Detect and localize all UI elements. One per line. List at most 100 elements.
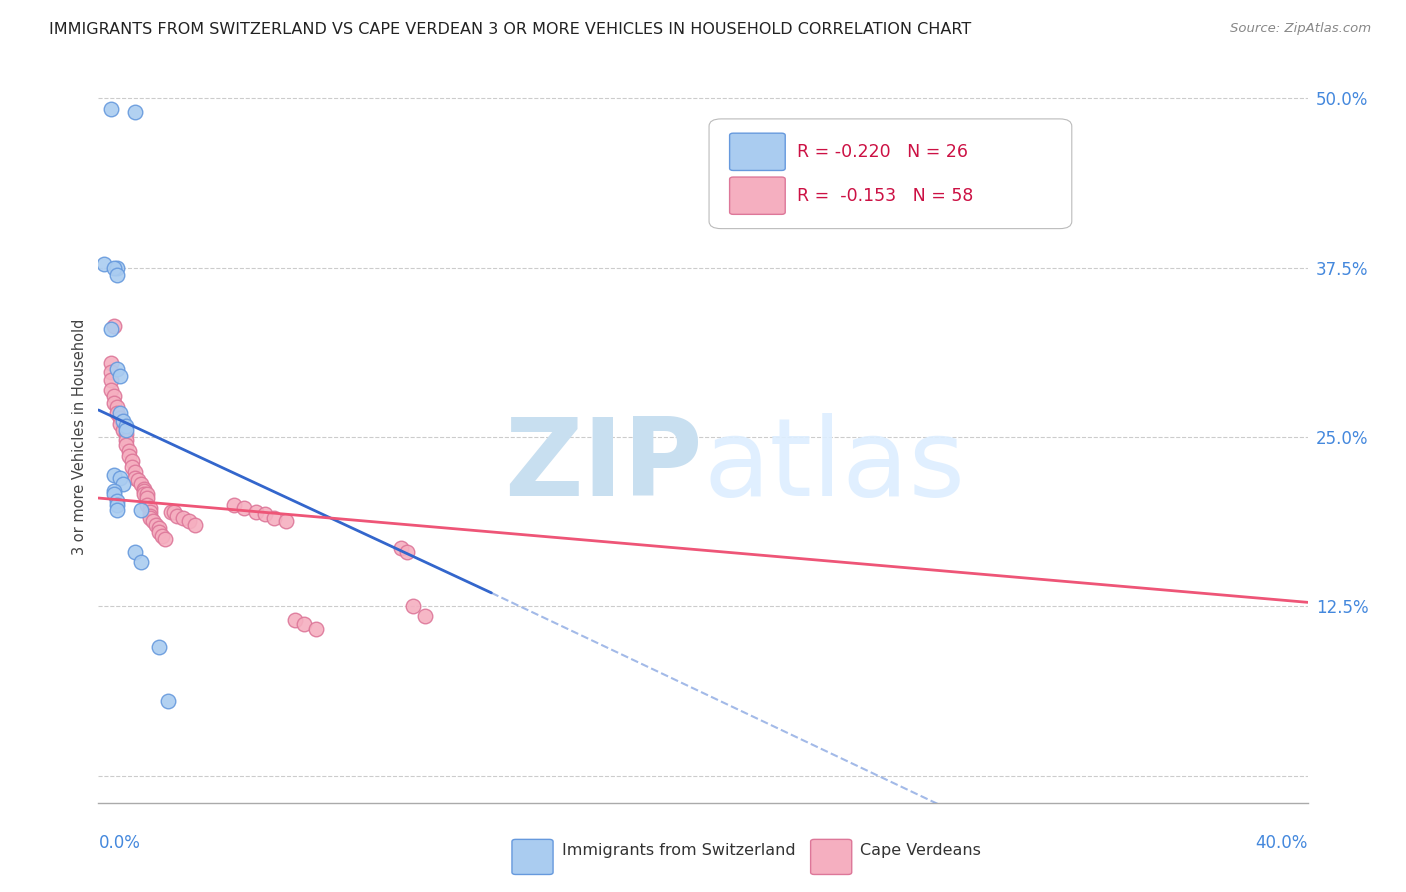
Point <box>100 373 122 387</box>
Point <box>105 493 128 508</box>
Point <box>114 423 136 437</box>
Point <box>124 545 146 559</box>
Point <box>160 505 183 519</box>
Point <box>108 417 131 431</box>
Point <box>132 484 155 499</box>
Point <box>253 508 276 522</box>
Point <box>245 505 267 519</box>
Point <box>127 474 149 488</box>
Text: atlas: atlas <box>703 413 965 519</box>
Point <box>135 491 157 505</box>
Point <box>395 545 418 559</box>
Point <box>114 433 136 447</box>
FancyBboxPatch shape <box>730 133 785 170</box>
Point <box>263 511 285 525</box>
Point <box>139 508 162 523</box>
Point <box>224 498 246 512</box>
FancyBboxPatch shape <box>709 119 1071 228</box>
Point <box>103 396 125 410</box>
Point <box>100 383 122 397</box>
Point <box>148 640 170 654</box>
Point <box>284 613 307 627</box>
Text: ZIP: ZIP <box>505 413 703 519</box>
Point <box>108 471 131 485</box>
Point <box>114 438 136 452</box>
Point <box>108 406 131 420</box>
Point <box>121 454 143 468</box>
Point <box>103 468 125 483</box>
Point <box>105 503 128 517</box>
Point <box>124 471 146 485</box>
Point <box>124 105 146 120</box>
Point <box>105 362 128 376</box>
Point <box>139 505 162 519</box>
Point <box>118 443 141 458</box>
FancyBboxPatch shape <box>730 177 785 214</box>
Point <box>413 608 436 623</box>
Point <box>150 529 173 543</box>
Text: R =  -0.153   N = 58: R = -0.153 N = 58 <box>797 186 974 204</box>
Point <box>114 427 136 442</box>
Point <box>166 508 188 523</box>
Point <box>132 482 155 496</box>
Point <box>129 477 152 491</box>
Point <box>139 511 162 525</box>
Point <box>124 465 146 479</box>
Text: Immigrants from Switzerland: Immigrants from Switzerland <box>561 843 796 858</box>
Point <box>111 423 134 437</box>
Point <box>100 103 122 117</box>
Point <box>135 487 157 501</box>
Point <box>156 694 179 708</box>
Point <box>108 369 131 384</box>
Point <box>153 532 176 546</box>
Point <box>105 268 128 282</box>
Point <box>105 260 128 275</box>
Point <box>163 505 186 519</box>
Point <box>93 257 115 271</box>
Point <box>305 623 328 637</box>
Point <box>100 322 122 336</box>
Text: IMMIGRANTS FROM SWITZERLAND VS CAPE VERDEAN 3 OR MORE VEHICLES IN HOUSEHOLD CORR: IMMIGRANTS FROM SWITZERLAND VS CAPE VERD… <box>49 22 972 37</box>
Point <box>103 389 125 403</box>
Point <box>145 518 167 533</box>
Point <box>135 498 157 512</box>
Point <box>114 419 136 434</box>
Point <box>132 487 155 501</box>
Point <box>232 500 254 515</box>
Point <box>129 503 152 517</box>
Point <box>172 511 194 525</box>
Point <box>121 459 143 474</box>
Text: 0.0%: 0.0% <box>98 834 141 852</box>
Point <box>184 518 207 533</box>
Text: R = -0.220   N = 26: R = -0.220 N = 26 <box>797 143 969 161</box>
Point <box>274 514 297 528</box>
Point <box>148 524 170 539</box>
Point <box>105 406 128 420</box>
FancyBboxPatch shape <box>811 839 852 874</box>
Point <box>105 498 128 512</box>
Point <box>103 318 125 333</box>
Point <box>139 500 162 515</box>
Point <box>129 555 152 569</box>
Point <box>103 487 125 501</box>
Point <box>111 414 134 428</box>
Point <box>103 484 125 499</box>
Point <box>111 477 134 491</box>
Point <box>118 449 141 463</box>
Point <box>179 514 201 528</box>
Point <box>148 521 170 535</box>
Point <box>100 365 122 379</box>
Text: Cape Verdeans: Cape Verdeans <box>860 843 981 858</box>
Text: Source: ZipAtlas.com: Source: ZipAtlas.com <box>1230 22 1371 36</box>
Point <box>100 355 122 369</box>
Point <box>292 617 315 632</box>
Point <box>389 541 412 556</box>
Point <box>105 401 128 415</box>
Point <box>402 599 425 614</box>
Text: 40.0%: 40.0% <box>1256 834 1308 852</box>
Y-axis label: 3 or more Vehicles in Household: 3 or more Vehicles in Household <box>72 319 87 555</box>
Point <box>108 411 131 425</box>
FancyBboxPatch shape <box>512 839 553 874</box>
Point <box>142 514 165 528</box>
Point <box>103 260 125 275</box>
